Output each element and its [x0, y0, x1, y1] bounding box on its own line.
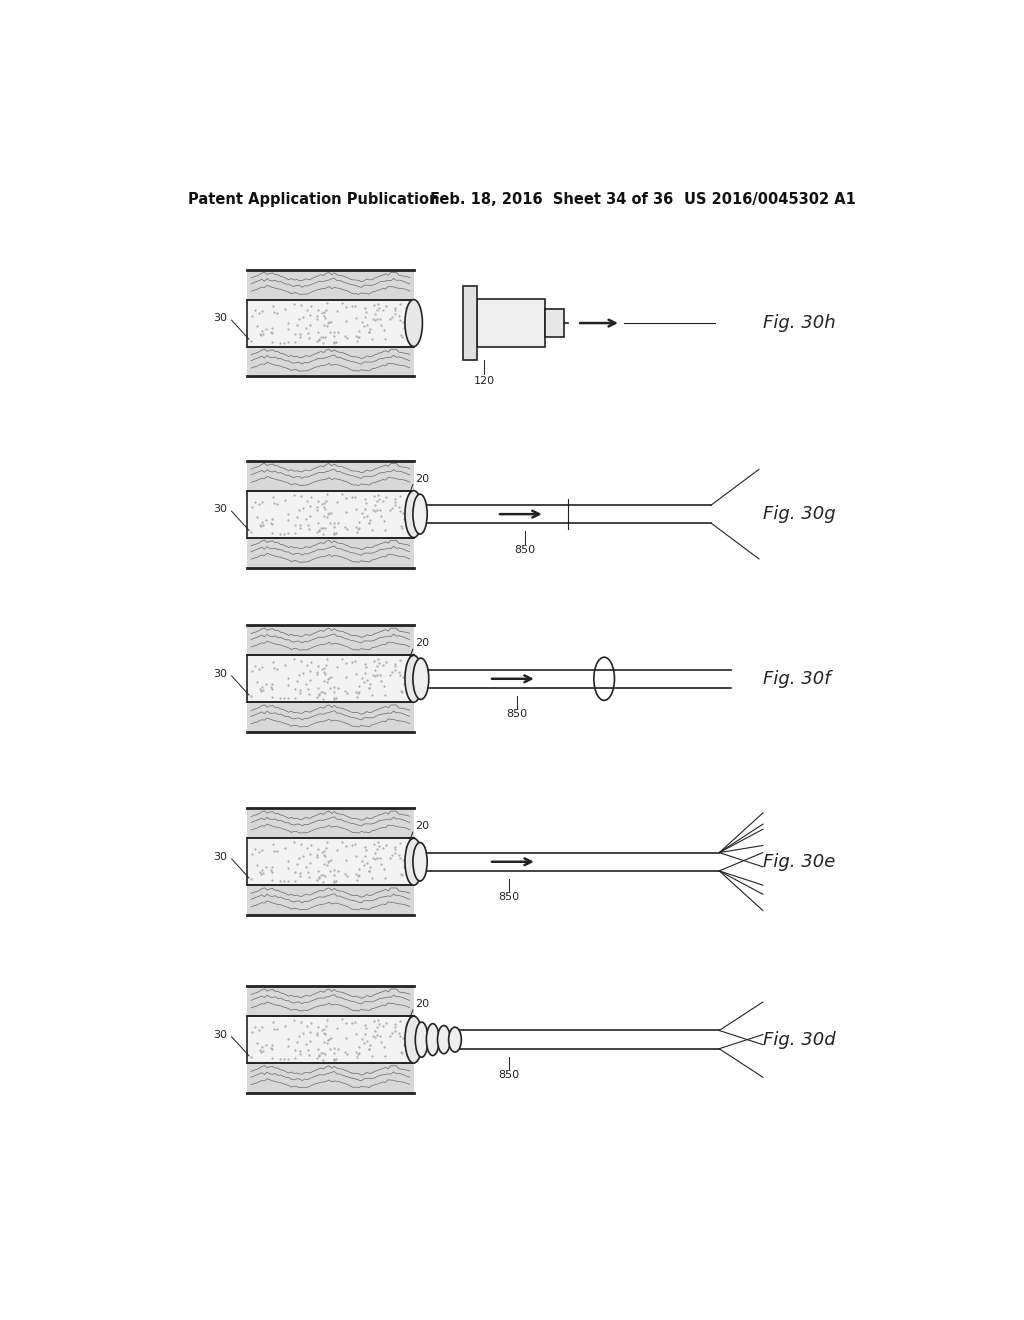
Text: 850: 850	[514, 545, 536, 554]
Bar	[247, 1016, 414, 1063]
Ellipse shape	[404, 491, 423, 537]
Bar	[247, 347, 414, 376]
Text: Fig. 30d: Fig. 30d	[763, 1031, 836, 1048]
Bar	[247, 808, 414, 838]
Text: 850: 850	[499, 1071, 519, 1080]
Ellipse shape	[404, 300, 423, 347]
Text: 30: 30	[213, 851, 227, 862]
Text: 20: 20	[416, 821, 429, 832]
Text: 20: 20	[416, 999, 429, 1008]
Bar	[247, 986, 414, 1016]
Ellipse shape	[426, 1023, 439, 1056]
Bar	[247, 838, 414, 886]
Bar	[247, 300, 414, 347]
Text: 120: 120	[474, 376, 495, 385]
Text: Fig. 30f: Fig. 30f	[763, 669, 830, 688]
Text: 850: 850	[506, 709, 527, 719]
Text: 20: 20	[416, 638, 429, 648]
Bar	[247, 626, 414, 655]
Bar	[247, 702, 414, 733]
Ellipse shape	[449, 1027, 461, 1052]
Bar	[247, 491, 414, 537]
Bar	[247, 537, 414, 568]
Bar	[545, 309, 564, 338]
Bar	[463, 286, 477, 359]
Ellipse shape	[416, 1022, 428, 1057]
Ellipse shape	[413, 659, 429, 700]
Text: Patent Application Publication: Patent Application Publication	[187, 191, 439, 207]
Ellipse shape	[404, 655, 423, 702]
Text: US 2016/0045302 A1: US 2016/0045302 A1	[684, 191, 855, 207]
Bar	[247, 886, 414, 915]
Ellipse shape	[404, 1016, 423, 1063]
Ellipse shape	[413, 842, 427, 880]
Bar	[247, 461, 414, 491]
Bar	[247, 1063, 414, 1093]
Text: Feb. 18, 2016  Sheet 34 of 36: Feb. 18, 2016 Sheet 34 of 36	[430, 191, 673, 207]
Text: 30: 30	[213, 1030, 227, 1040]
Text: Fig. 30h: Fig. 30h	[763, 314, 836, 333]
Text: 30: 30	[213, 504, 227, 513]
Text: Fig. 30g: Fig. 30g	[763, 506, 836, 523]
Text: 850: 850	[499, 892, 519, 903]
Ellipse shape	[437, 1026, 451, 1053]
Text: 30: 30	[213, 313, 227, 323]
Ellipse shape	[413, 494, 427, 535]
Text: 20: 20	[416, 474, 429, 483]
Ellipse shape	[404, 838, 423, 886]
Text: Fig. 30e: Fig. 30e	[763, 853, 836, 871]
Bar	[477, 298, 545, 347]
Text: 30: 30	[213, 669, 227, 678]
Bar	[247, 269, 414, 300]
Bar	[247, 655, 414, 702]
